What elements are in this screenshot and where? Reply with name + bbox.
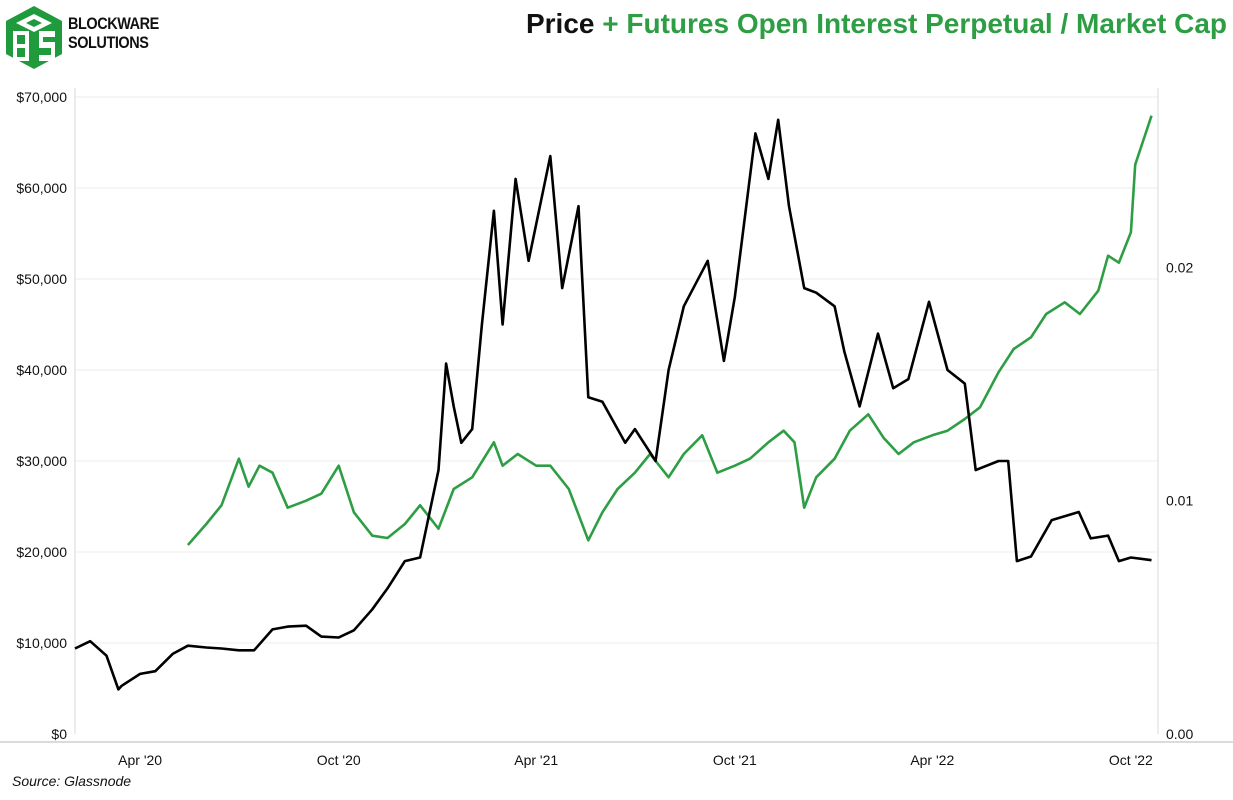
price-line: [74, 118, 1152, 691]
y-left-tick-label: $0: [51, 726, 67, 742]
y-left-tick-label: $20,000: [16, 544, 67, 560]
y-left-tick-label: $50,000: [16, 271, 67, 287]
y-right-tick-label: 0.02: [1166, 259, 1193, 275]
y-left-tick-label: $60,000: [16, 180, 67, 196]
x-tick-label: Oct '22: [1109, 752, 1153, 768]
blockware-logo: [6, 6, 62, 69]
y-left-tick-label: $10,000: [16, 635, 67, 651]
x-tick-label: Apr '21: [514, 752, 558, 768]
y-left-tick-label: $40,000: [16, 362, 67, 378]
brand-line2: SOLUTIONS: [68, 33, 149, 52]
x-tick-label: Apr '20: [118, 752, 162, 768]
brand-line1: BLOCKWARE: [68, 14, 159, 33]
y-right-tick-label: 0.01: [1166, 493, 1193, 509]
x-tick-label: Oct '21: [713, 752, 757, 768]
x-tick-label: Apr '22: [910, 752, 954, 768]
oi-mcap-ratio-line: [186, 115, 1153, 546]
title-ratio: + Futures Open Interest Perpetual / Mark…: [602, 8, 1227, 39]
y-right-tick-label: 0.00: [1166, 726, 1193, 742]
y-left-tick-label: $30,000: [16, 453, 67, 469]
title-price: Price: [525, 8, 595, 39]
source-note: Source: Glassnode: [12, 773, 132, 789]
y-left-tick-label: $70,000: [16, 89, 67, 105]
chart-title: Price + Futures Open Interest Perpetual …: [526, 8, 1227, 40]
x-tick-label: Oct '20: [317, 752, 361, 768]
